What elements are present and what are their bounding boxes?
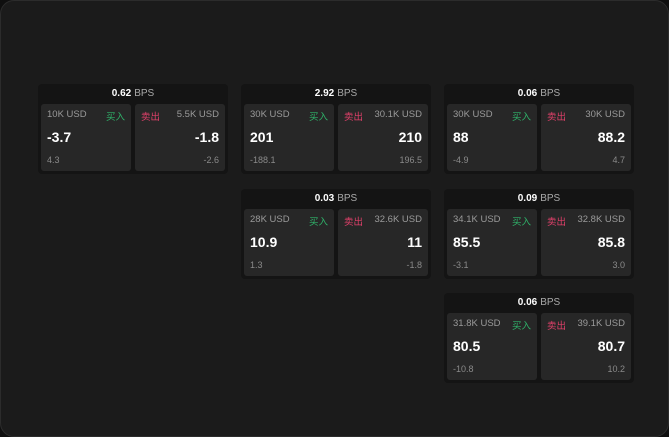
ask-change: 4.7 — [612, 155, 625, 165]
buy-card[interactable]: 28K USD 买入 10.9 1.3 — [244, 209, 334, 276]
ask-price: 88.2 — [597, 129, 625, 145]
spread-value: 0.03 — [314, 193, 335, 204]
bid-size: 28K USD — [250, 214, 290, 225]
buy-card[interactable]: 30K USD 买入 88 -4.9 — [447, 104, 537, 171]
sell-card[interactable]: 卖出 39.1K USD 80.7 10.2 — [541, 313, 631, 380]
quote-widget: 2.92 BPS 30K USD 买入 201 -188.1 卖出 30.1K USD… — [241, 84, 431, 174]
bid-size: 30K USD — [453, 109, 493, 120]
sell-label: 卖出 — [547, 112, 567, 123]
sell-label: 卖出 — [547, 321, 567, 332]
quote-widget: 0.62 BPS 10K USD 买入 -3.7 4.3 卖出 5.5K USD -1… — [38, 84, 228, 174]
ask-size: 5.5K USD — [176, 109, 219, 120]
spread-value: 0.09 — [517, 193, 538, 204]
quote-widget: 0.03 BPS 28K USD 买入 10.9 1.3 卖出 32.6K USD 1… — [241, 189, 431, 279]
spread-header: 0.06 BPS — [447, 84, 631, 104]
sell-card[interactable]: 卖出 32.8K USD 85.8 3.0 — [541, 209, 631, 276]
bid-size: 30K USD — [250, 109, 290, 120]
spread-unit: BPS — [540, 193, 561, 204]
quote-widget: 0.09 BPS 34.1K USD 买入 85.5 -3.1 卖出 32.8K US… — [444, 189, 634, 279]
ask-change: 3.0 — [612, 260, 625, 270]
buy-label: 买入 — [308, 112, 328, 123]
buy-card[interactable]: 31.8K USD 买入 80.5 -10.8 — [447, 313, 537, 380]
bid-change: -3.1 — [453, 260, 469, 270]
ask-price: 85.8 — [597, 234, 625, 250]
quote-widget: 0.06 BPS 30K USD 买入 88 -4.9 卖出 30K USD 88.2… — [444, 84, 634, 174]
sell-card[interactable]: 卖出 30.1K USD 210 196.5 — [338, 104, 428, 171]
ask-change: -2.6 — [203, 155, 219, 165]
bid-change: -4.9 — [453, 155, 469, 165]
spread-value: 0.06 — [517, 297, 538, 308]
buy-label: 买入 — [511, 217, 531, 228]
buy-card[interactable]: 34.1K USD 买入 85.5 -3.1 — [447, 209, 537, 276]
bid-price: 201 — [250, 129, 274, 145]
bid-price: 88 — [453, 129, 469, 145]
ask-change: -1.8 — [406, 260, 422, 270]
sell-card[interactable]: 卖出 5.5K USD -1.8 -2.6 — [135, 104, 225, 171]
spread-unit: BPS — [540, 297, 561, 308]
ask-change: 10.2 — [607, 364, 625, 374]
bid-size: 34.1K USD — [453, 214, 501, 225]
spread-header: 0.62 BPS — [41, 84, 225, 104]
bid-price: 85.5 — [453, 234, 481, 250]
buy-card[interactable]: 10K USD 买入 -3.7 4.3 — [41, 104, 131, 171]
bid-change: -188.1 — [250, 155, 276, 165]
buy-label: 买入 — [511, 321, 531, 332]
ask-price: 11 — [407, 234, 422, 250]
spread-unit: BPS — [134, 88, 155, 99]
ask-size: 39.1K USD — [577, 318, 625, 329]
spread-value: 2.92 — [314, 88, 335, 99]
ask-size: 30K USD — [585, 109, 625, 120]
spread-header: 0.03 BPS — [244, 189, 428, 209]
bid-change: 1.3 — [250, 260, 263, 270]
ask-price: 210 — [398, 129, 422, 145]
bid-price: 80.5 — [453, 338, 481, 354]
sell-label: 卖出 — [344, 112, 364, 123]
buy-label: 买入 — [105, 112, 125, 123]
ask-size: 30.1K USD — [374, 109, 422, 120]
spread-value: 0.62 — [111, 88, 132, 99]
bid-size: 31.8K USD — [453, 318, 501, 329]
bid-change: -10.8 — [453, 364, 474, 374]
spread-header: 0.09 BPS — [447, 189, 631, 209]
buy-card[interactable]: 30K USD 买入 201 -188.1 — [244, 104, 334, 171]
spread-header: 2.92 BPS — [244, 84, 428, 104]
buy-label: 买入 — [511, 112, 531, 123]
sell-card[interactable]: 卖出 32.6K USD 11 -1.8 — [338, 209, 428, 276]
spread-unit: BPS — [337, 88, 358, 99]
sell-label: 卖出 — [344, 217, 364, 228]
sell-card[interactable]: 卖出 30K USD 88.2 4.7 — [541, 104, 631, 171]
spread-unit: BPS — [337, 193, 358, 204]
ask-change: 196.5 — [399, 155, 422, 165]
ask-size: 32.8K USD — [577, 214, 625, 225]
sell-label: 卖出 — [547, 217, 567, 228]
bid-price: -3.7 — [47, 129, 72, 145]
spread-header: 0.06 BPS — [447, 293, 631, 313]
spread-unit: BPS — [540, 88, 561, 99]
buy-label: 买入 — [308, 217, 328, 228]
quote-widget: 0.06 BPS 31.8K USD 买入 80.5 -10.8 卖出 39.1K U… — [444, 293, 634, 383]
bid-change: 4.3 — [47, 155, 60, 165]
spread-value: 0.06 — [517, 88, 538, 99]
bid-size: 10K USD — [47, 109, 87, 120]
ask-size: 32.6K USD — [374, 214, 422, 225]
bid-price: 10.9 — [250, 234, 278, 250]
ask-price: -1.8 — [194, 129, 219, 145]
sell-label: 卖出 — [141, 112, 161, 123]
ask-price: 80.7 — [597, 338, 625, 354]
